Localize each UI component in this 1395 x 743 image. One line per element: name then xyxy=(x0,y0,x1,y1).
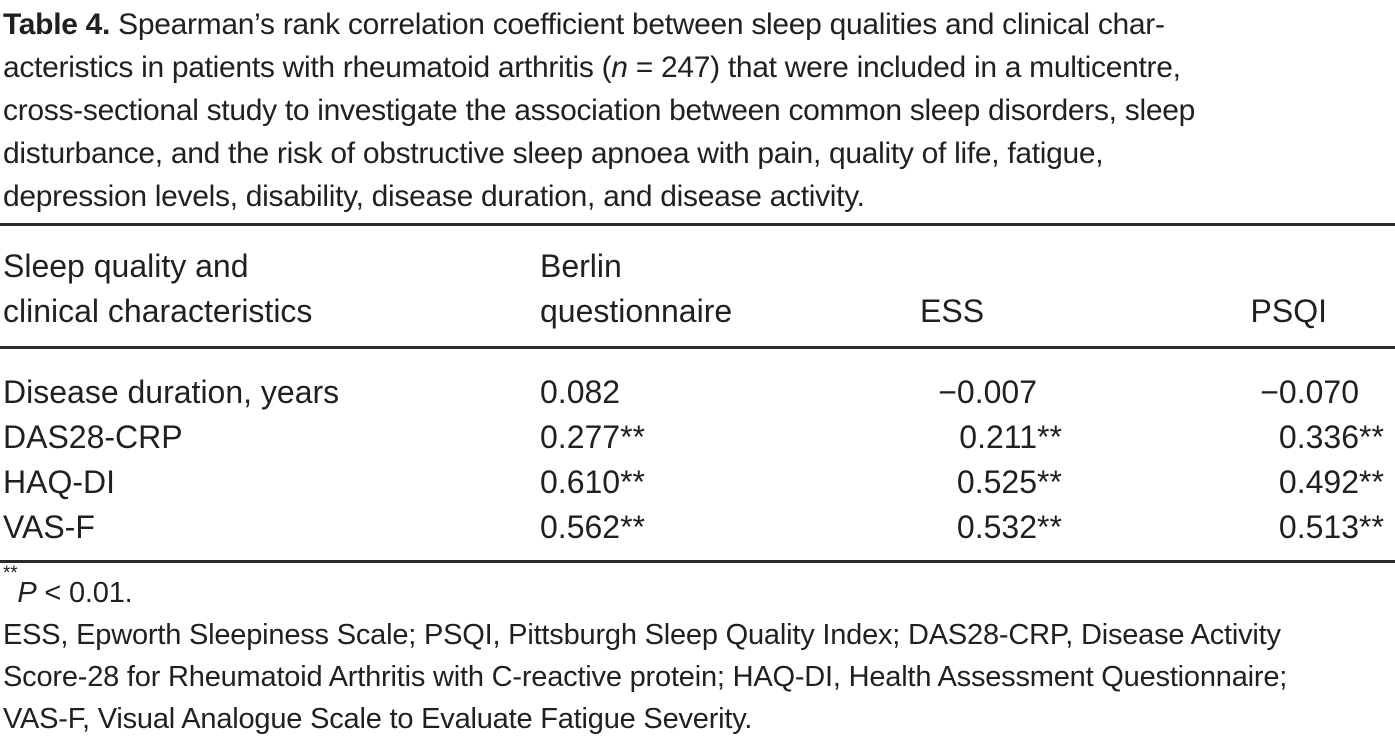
correlation-value: 0.532 xyxy=(956,509,1037,545)
caption-text: acteristics in patients with rheumatoid … xyxy=(3,51,612,84)
row-label: Disease duration, years xyxy=(3,374,340,410)
col-header-ess: ESS xyxy=(920,223,1040,349)
p-value-threshold: < 0.01. xyxy=(36,577,133,609)
col-header-line: Berlin xyxy=(540,248,622,284)
correlation-value: 0.610 xyxy=(540,464,621,500)
correlation-value: 0.211 xyxy=(959,419,1037,455)
value-cell-ess: 0.211** xyxy=(959,419,1062,455)
caption-text: = 247) that were included in a multicent… xyxy=(627,51,1181,84)
abbreviation-note-line-2: Score-28 for Rheumatoid Arthritis with C… xyxy=(3,661,1288,693)
col-header-berlin: Berlin questionnaire xyxy=(537,223,920,349)
value-cell-psqi: 0.336** xyxy=(1278,419,1384,455)
abbreviation-note-line-3: VAS-F, Visual Analogue Scale to Evaluate… xyxy=(3,703,753,735)
value-cell-berlin: 0.277** xyxy=(537,415,920,460)
caption-text: depression levels, disability, disease d… xyxy=(3,180,865,213)
correlation-value: −0.007 xyxy=(938,374,1037,410)
correlation-value: 0.492 xyxy=(1278,464,1359,500)
header-row: Sleep quality and clinical characteristi… xyxy=(0,223,1395,349)
value-cell-psqi: 0.513** xyxy=(1040,505,1395,563)
caption-line-2: acteristics in patients with rheumatoid … xyxy=(3,46,1395,89)
caption-line-5: depression levels, disability, disease d… xyxy=(3,175,1395,218)
caption-text: Spearman’s rank correlation coefficient … xyxy=(110,8,1165,41)
col-header-psqi: PSQI xyxy=(1040,223,1395,349)
correlation-value: −0.070 xyxy=(1260,374,1359,410)
value-cell-psqi: 0.492** xyxy=(1278,464,1384,500)
correlation-value: 0.082 xyxy=(540,374,621,410)
significance-stars: ** xyxy=(3,563,18,585)
value-cell-berlin: 0.562** xyxy=(537,505,920,563)
value-cell-psqi: −0.070 xyxy=(1040,348,1395,416)
table-row: Disease duration, years 0.082 −0.007 −0.… xyxy=(0,348,1395,416)
correlation-value: 0.336 xyxy=(1278,419,1359,455)
significance-stars: ** xyxy=(620,419,645,455)
row-label: HAQ-DI xyxy=(3,464,115,500)
value-cell-berlin: 0.610** xyxy=(537,460,920,505)
value-cell-ess: −0.007 xyxy=(920,348,1040,416)
caption-text: disturbance, and the risk of obstructive… xyxy=(3,137,1104,170)
table-footnotes: **P < 0.01. ESS, Epworth Sleepiness Scal… xyxy=(3,564,1395,740)
correlation-value: 0.562 xyxy=(540,509,621,545)
value-cell-ess: 0.532** xyxy=(920,505,1062,563)
table-row: HAQ-DI 0.610** 0.525** 0.492** xyxy=(0,460,1395,505)
caption-line-4: disturbance, and the risk of obstructive… xyxy=(3,132,1395,175)
col-header-line: Sleep quality and xyxy=(3,248,249,284)
caption-text: cross-sectional study to investigate the… xyxy=(3,94,1195,127)
table-row: DAS28-CRP 0.277** 0.211** 0.336** xyxy=(0,415,1395,460)
significance-stars: ** xyxy=(620,509,645,545)
significance-stars: ** xyxy=(620,464,645,500)
row-label: VAS-F xyxy=(0,505,537,563)
row-label: DAS28-CRP xyxy=(3,419,183,455)
col-header-line: questionnaire xyxy=(540,293,733,329)
abbreviation-note-line-1: ESS, Epworth Sleepiness Scale; PSQI, Pit… xyxy=(3,619,1281,651)
caption-line-3: cross-sectional study to investigate the… xyxy=(3,89,1395,132)
col-header-line: clinical characteristics xyxy=(3,293,313,329)
table-caption: Table 4. Spearman’s rank correlation coe… xyxy=(0,0,1395,218)
caption-table-label: Table 4. xyxy=(3,8,111,41)
caption-italic-n: n xyxy=(611,51,628,84)
col-header-characteristics: Sleep quality and clinical characteristi… xyxy=(0,223,537,349)
correlation-value: 0.277 xyxy=(540,419,621,455)
caption-line-1: Table 4. Spearman’s rank correlation coe… xyxy=(3,3,1395,46)
value-cell-ess: 0.525** xyxy=(956,464,1062,500)
significance-note: **P < 0.01. xyxy=(3,564,1395,614)
correlation-table: Sleep quality and clinical characteristi… xyxy=(0,223,1395,563)
correlation-value: 0.525 xyxy=(956,464,1037,500)
correlation-value: 0.513 xyxy=(1278,509,1359,545)
table-row: VAS-F 0.562** 0.532** 0.513** xyxy=(0,505,1395,563)
value-cell-berlin: 0.082 xyxy=(537,348,920,416)
p-value-symbol: P xyxy=(17,577,37,609)
